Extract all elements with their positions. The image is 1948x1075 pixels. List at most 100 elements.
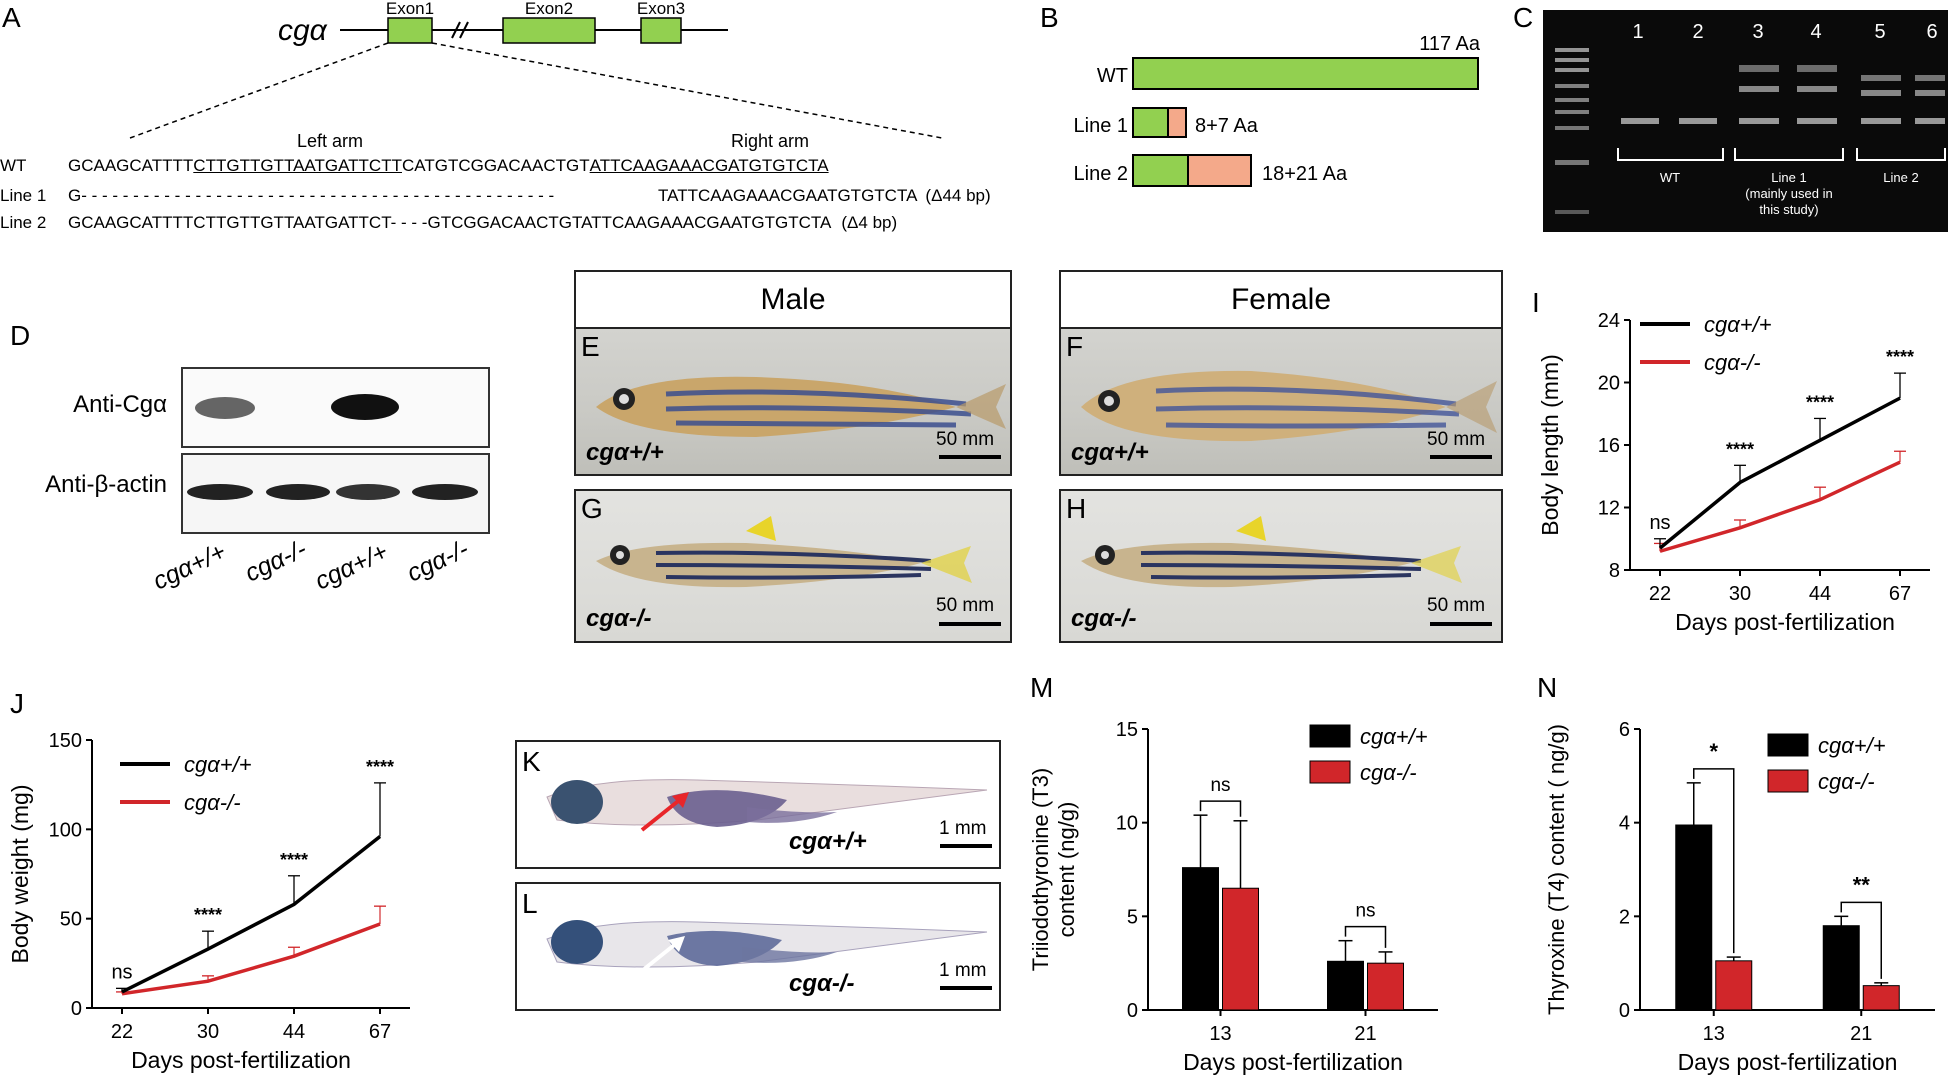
body-weight-chart: 0 50 100 150 22 30 44 67 Days post-fertilization…	[7, 730, 410, 1073]
line1-salmon-bar	[1167, 107, 1187, 138]
zebrafish-image	[596, 376, 1006, 437]
sequence-row-label: WT	[0, 156, 27, 175]
sequence-row-label: Line 1	[0, 186, 47, 205]
row-label-wt: WT	[1097, 65, 1128, 87]
genotype-label: cgα-/-	[1071, 605, 1137, 632]
scale-bar	[940, 844, 992, 848]
genotype-label: cgα-/-	[586, 605, 652, 632]
x-tick-label: 22	[111, 1021, 133, 1043]
scale-bar-label: 1 mm	[939, 818, 987, 839]
x-tick-label: 21	[1850, 1023, 1872, 1045]
legend-label: cgα+/+	[1818, 733, 1886, 758]
exon3-box	[640, 17, 682, 44]
sequence-row-line1: Line 1 G- - - - - - - - - - - - - - - - …	[0, 185, 1045, 207]
legend-label: cgα-/-	[1704, 350, 1761, 375]
lane-number: 3	[1752, 21, 1763, 43]
legend-label: cgα-/-	[1360, 760, 1417, 785]
break-mark	[451, 21, 469, 39]
lane-number: 4	[1810, 21, 1821, 43]
sequence-text: TATTCAAGAAACGAATGTGTCTA	[658, 186, 918, 205]
bar	[1822, 925, 1860, 1011]
significance-bracket	[1693, 768, 1735, 954]
legend-label: cgα-/-	[1818, 769, 1875, 794]
blot-row-label: Anti-β-actin	[45, 471, 167, 498]
fish-photo-h: H cgα-/- 50 mm	[1059, 489, 1503, 643]
zebrafish-image	[596, 516, 972, 588]
x-tick-label: 13	[1703, 1023, 1725, 1045]
x-tick-label: 67	[1889, 583, 1911, 605]
x-tick-label: 21	[1354, 1023, 1376, 1045]
legend-label: cgα+/+	[1704, 312, 1772, 337]
panel-label-n: N	[1537, 672, 1558, 703]
fish-photo-g: G cgα-/- 50 mm	[574, 489, 1012, 643]
series-line	[1658, 396, 1901, 550]
x-tick-label: 30	[197, 1021, 219, 1043]
y-tick-label: 50	[60, 909, 82, 931]
exon2-label: Exon2	[525, 0, 573, 18]
blot-band	[187, 484, 253, 500]
exon3-label: Exon3	[637, 0, 685, 18]
gel-bands	[1621, 65, 1945, 124]
y-axis-label: Body length (mm)	[1537, 354, 1563, 536]
y-tick-label: 5	[1127, 906, 1138, 928]
significance-label: *	[1709, 739, 1718, 764]
significance-label: ****	[280, 850, 308, 870]
x-tick-label: 44	[1809, 583, 1831, 605]
x-tick-label: 44	[283, 1021, 305, 1043]
gene-name: cgα	[278, 14, 328, 47]
exon1-label: Exon1	[386, 0, 434, 18]
x-tick-label: 67	[369, 1021, 391, 1043]
significance-label: ns	[1355, 901, 1375, 922]
photo-label: K	[522, 746, 541, 777]
y-tick-label: 20	[1598, 373, 1620, 395]
significance-label: ns	[111, 961, 132, 983]
larva-image	[546, 920, 988, 968]
x-tick-label: 30	[1729, 583, 1751, 605]
significance-bracket	[1344, 925, 1387, 948]
series-line	[121, 922, 381, 996]
male-column-header: Male	[574, 270, 1012, 329]
scale-bar	[1430, 622, 1492, 626]
left-arm-label: Left arm	[297, 131, 363, 151]
gene-structure-diagram: cgα Exon1 Exon2 Exon3 Left arm Right arm	[129, 0, 943, 151]
line2-green-bar	[1132, 154, 1189, 187]
x-tick-label: 13	[1209, 1023, 1231, 1045]
x-axis-label: Days post-fertilization	[1183, 1049, 1403, 1075]
y-tick-label: 2	[1619, 906, 1630, 928]
panel-label-a: A	[2, 2, 21, 33]
y-axis-label: Thyroxine (T4) content ( ng/g)	[1544, 724, 1569, 1015]
photo-label: L	[522, 888, 538, 919]
zebrafish-image	[1081, 516, 1462, 588]
scale-bar-label: 50 mm	[936, 429, 995, 450]
exon2-box	[502, 17, 596, 44]
x-axis-label: Days post-fertilization	[131, 1047, 351, 1073]
blot-band	[195, 397, 255, 419]
genotype-label: cgα+/+	[586, 439, 664, 466]
panel-label-i: I	[1532, 287, 1540, 318]
zoom-line-right	[431, 42, 943, 139]
group-label-wt: WT	[1660, 170, 1680, 185]
series-line	[121, 835, 382, 994]
blot-band	[266, 484, 330, 500]
group-label-line2: Line 2	[1883, 170, 1918, 185]
legend-swatch	[1309, 724, 1351, 748]
lane-group-brackets	[1617, 148, 1946, 161]
y-tick-label: 16	[1598, 435, 1620, 457]
legend-label: cgα+/+	[184, 752, 252, 777]
row-label-line2: Line 2	[1074, 163, 1129, 185]
y-tick-label: 4	[1619, 813, 1630, 835]
sequence-row-line2: Line 2 GCAAGCATTTTCTTGTTGTTAATGATTCT- - …	[0, 212, 897, 234]
t3-content-chart: 0 5 10 15 13 ns 21 ns Days post-fertilization Tri…	[1030, 719, 1438, 1075]
legend-label: cgα-/-	[184, 790, 241, 815]
y-axis-label: content (ng/g)	[1054, 802, 1079, 938]
y-tick-label: 0	[71, 998, 82, 1020]
blot-lane-label: cgα-/-	[403, 535, 473, 588]
group-label-line1: Line 1	[1771, 170, 1806, 185]
larva-photo-k: K cgα+/+ 1 mm	[515, 740, 1001, 869]
blot-lane-label: cgα-/-	[241, 535, 311, 588]
y-tick-label: 150	[49, 730, 82, 752]
lane-number: 1	[1632, 21, 1643, 43]
y-tick-label: 100	[49, 819, 82, 841]
significance-bracket	[1840, 901, 1882, 979]
y-axis-label: Triiodothyronine (T3)	[1030, 768, 1053, 971]
